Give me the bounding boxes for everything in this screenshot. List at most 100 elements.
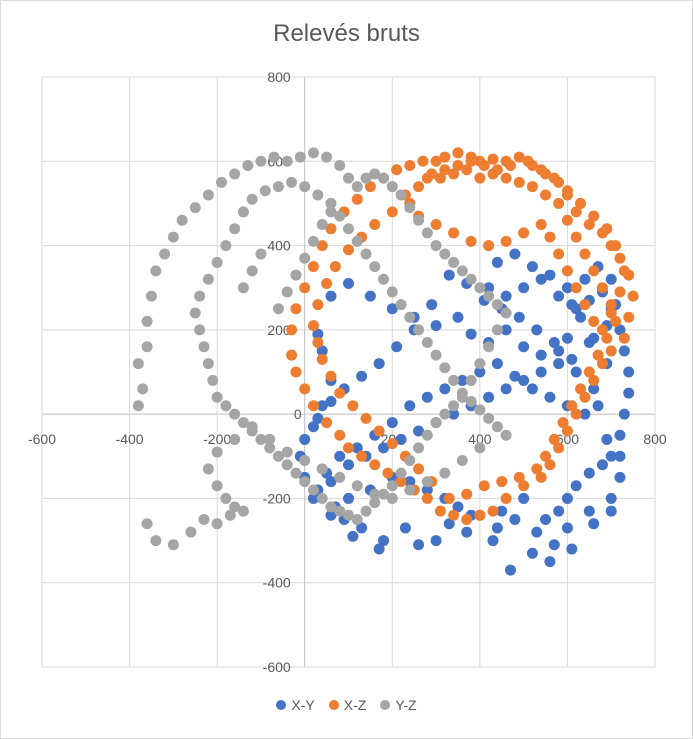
data-point-x-y [483, 391, 495, 403]
data-point-y-z [132, 358, 144, 370]
data-point-x-z [553, 442, 565, 454]
data-point-x-y [299, 433, 311, 445]
data-point-x-z [548, 433, 560, 445]
data-point-x-y [553, 358, 565, 370]
data-point-y-z [378, 273, 390, 285]
data-point-x-y [544, 391, 556, 403]
data-point-x-y [312, 328, 324, 340]
data-point-x-z [487, 153, 499, 165]
data-point-x-z [526, 181, 538, 193]
data-point-y-z [229, 223, 241, 235]
data-point-x-y [421, 391, 433, 403]
data-point-x-z [307, 261, 319, 273]
data-point-x-y [378, 535, 390, 547]
data-point-y-z [220, 492, 232, 504]
data-point-y-z [202, 273, 214, 285]
data-point-x-z [483, 240, 495, 252]
data-point-x-y [553, 505, 565, 517]
data-point-y-z [321, 151, 333, 163]
data-point-y-z [150, 265, 162, 277]
data-point-x-z [299, 383, 311, 395]
data-point-x-y [588, 518, 600, 530]
data-point-y-z [491, 421, 503, 433]
data-point-y-z [176, 214, 188, 226]
data-point-x-z [321, 417, 333, 429]
data-point-y-z [465, 273, 477, 285]
data-point-y-z [268, 151, 280, 163]
data-point-x-z [461, 514, 473, 525]
data-point-x-z [579, 391, 591, 403]
data-point-x-z [570, 408, 582, 420]
data-point-x-z [325, 223, 337, 235]
data-point-x-z [623, 311, 635, 323]
data-point-y-z [211, 446, 223, 458]
data-point-x-y [544, 556, 556, 568]
data-point-x-z [500, 492, 512, 504]
x-tick-label: -200 [203, 431, 231, 447]
data-point-x-z [356, 450, 368, 462]
data-point-x-y [575, 311, 587, 323]
data-point-y-z [132, 400, 144, 412]
data-point-x-y [404, 476, 416, 488]
data-point-x-z [540, 450, 552, 462]
legend: X-Y X-Z Y-Z [0, 697, 693, 713]
data-point-y-z [386, 480, 398, 492]
data-point-x-y [623, 366, 635, 378]
data-point-x-y [443, 518, 455, 530]
data-point-x-y [583, 337, 595, 348]
data-point-y-z [299, 476, 311, 488]
data-point-y-z [351, 235, 363, 247]
data-point-x-z [334, 429, 346, 441]
data-point-x-y [426, 299, 438, 311]
data-point-x-z [588, 315, 600, 327]
data-point-x-y [430, 320, 442, 332]
chart-title: Relevés bruts [273, 20, 420, 47]
x-tick-label: 800 [643, 431, 667, 447]
data-point-y-z [255, 248, 267, 260]
data-point-x-y [496, 505, 508, 517]
data-point-x-z [614, 286, 626, 298]
data-point-x-z [583, 219, 595, 230]
data-point-x-z [610, 315, 622, 327]
data-point-x-y [596, 459, 608, 471]
data-point-x-z [343, 244, 354, 256]
data-point-x-y [343, 459, 354, 471]
data-point-y-z [421, 476, 433, 488]
data-point-x-y [386, 303, 398, 315]
data-point-x-z [540, 189, 552, 201]
data-point-y-z [229, 408, 241, 420]
legend-swatch-x-y [276, 700, 287, 710]
data-point-y-z [299, 181, 311, 193]
data-point-x-y [566, 543, 578, 555]
data-point-x-z [596, 358, 608, 370]
data-point-x-z [575, 383, 587, 395]
data-point-x-z [588, 374, 600, 386]
data-point-y-z [483, 290, 495, 302]
data-point-x-z [579, 248, 591, 260]
data-point-x-y [500, 383, 512, 395]
data-point-y-z [325, 206, 337, 218]
data-point-y-z [246, 265, 258, 277]
data-point-y-z [369, 261, 381, 273]
data-point-y-z [264, 442, 276, 454]
data-point-y-z [474, 442, 486, 454]
data-point-y-z [216, 176, 228, 188]
data-point-y-z [237, 206, 249, 218]
data-point-x-y [526, 383, 538, 395]
data-point-y-z [294, 151, 306, 163]
data-point-x-z [513, 176, 525, 188]
data-point-y-z [316, 463, 328, 475]
data-point-y-z [456, 387, 468, 399]
data-point-y-z [150, 535, 162, 547]
data-point-y-z [474, 404, 486, 416]
data-point-x-z [461, 488, 473, 500]
legend-swatch-y-z [380, 700, 391, 710]
data-point-y-z [211, 391, 223, 403]
y-tick-label: 400 [267, 238, 291, 254]
data-point-x-y [579, 408, 591, 420]
data-point-y-z [439, 467, 451, 479]
gridlines [41, 76, 656, 668]
data-point-x-y [356, 522, 368, 534]
legend-swatch-x-z [328, 700, 339, 710]
data-point-x-z [443, 492, 455, 504]
